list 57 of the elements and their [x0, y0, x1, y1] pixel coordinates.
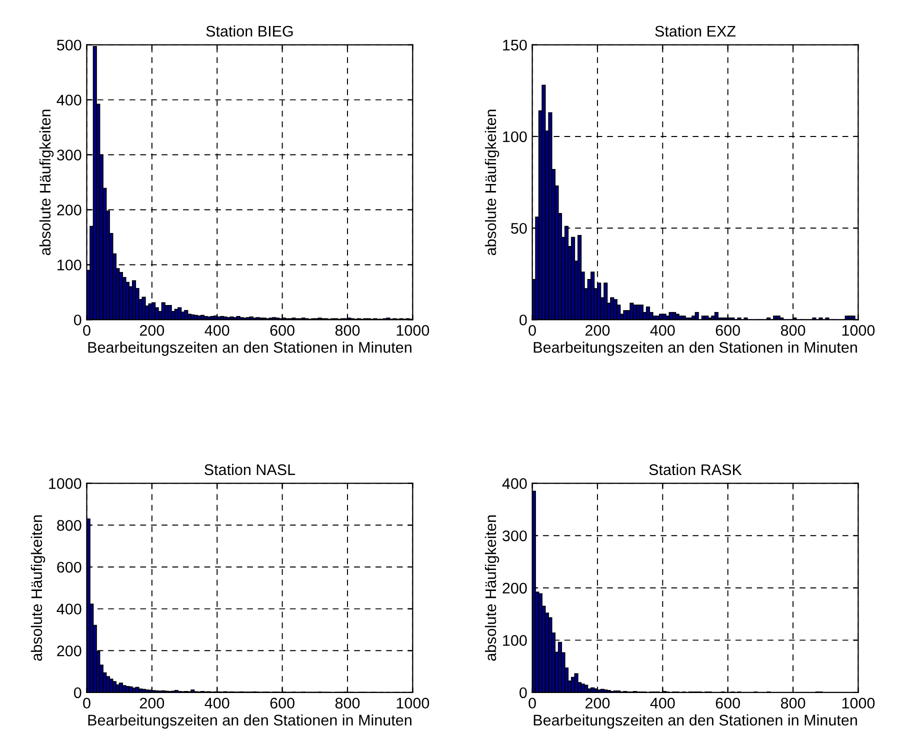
x-tick-label: 200 — [585, 324, 610, 336]
y-tick-label: 800 — [57, 520, 82, 531]
x-axis-title: Bearbeitungszeiten an den Stationen in Minuten — [88, 342, 412, 356]
y-axis-title: absolute Häufigkeiten — [484, 110, 500, 256]
y-tick-label: 0 — [520, 687, 527, 698]
x-tick-label: 600 — [270, 698, 294, 709]
y-tick-label: 500 — [56, 40, 82, 51]
x-tick-label: 200 — [140, 324, 164, 336]
y-tick-label: 200 — [57, 204, 82, 216]
y-tick-label: 100 — [58, 260, 82, 270]
y-tick-label: 400 — [502, 478, 527, 489]
x-tick-label: 600 — [270, 324, 294, 336]
x-tick-label: 1000 — [842, 698, 875, 709]
x-tick-label: 400 — [204, 324, 230, 336]
x-tick-label: 800 — [780, 698, 806, 709]
y-tick-label: 0 — [520, 314, 527, 326]
x-tick-label: 600 — [716, 698, 740, 709]
y-tick-label: 600 — [57, 562, 82, 573]
x-tick-label: 0 — [83, 324, 90, 336]
x-tick-label: 800 — [335, 324, 360, 336]
chart-title: Station RASK — [649, 464, 742, 476]
x-tick-label: 400 — [650, 324, 675, 336]
y-tick-label: 400 — [56, 94, 82, 106]
x-tick-label: 400 — [204, 698, 230, 709]
x-axis-title: Bearbeitungszeiten an den Stationen in Minuten — [88, 714, 412, 729]
y-axis-title: absolute Häufigkeiten — [39, 110, 54, 256]
y-tick-label: 150 — [503, 40, 527, 51]
x-tick-label: 400 — [650, 698, 675, 709]
y-tick-label: 200 — [57, 646, 82, 656]
y-tick-label: 400 — [56, 604, 82, 614]
chart-title: Station BIEG — [206, 25, 293, 37]
y-tick-label: 50 — [511, 222, 527, 234]
x-tick-label: 0 — [83, 698, 90, 709]
x-tick-label: 1000 — [396, 324, 430, 336]
chart-title: Station NASL — [204, 464, 296, 476]
x-tick-label: 800 — [335, 698, 360, 709]
x-tick-label: 200 — [585, 698, 610, 709]
y-tick-label: 0 — [74, 314, 82, 326]
x-tick-label: 800 — [780, 324, 806, 336]
y-tick-label: 0 — [74, 687, 82, 698]
y-tick-label: 300 — [502, 530, 527, 542]
y-tick-label: 200 — [502, 582, 527, 594]
x-tick-label: 200 — [140, 698, 164, 709]
x-axis-title: Bearbeitungszeiten an den Stationen in Minuten — [534, 714, 857, 729]
y-tick-label: 100 — [503, 131, 527, 142]
y-tick-label: 1000 — [49, 478, 82, 489]
x-tick-label: 0 — [528, 698, 536, 709]
y-tick-label: 300 — [56, 150, 82, 160]
y-axis-title: absolute Häufigkeiten — [30, 515, 46, 661]
y-tick-label: 100 — [503, 635, 527, 646]
y-axis-title: absolute Häufigkeiten — [484, 515, 500, 661]
x-tick-label: 1000 — [842, 324, 875, 336]
x-tick-label: 1000 — [396, 698, 430, 709]
x-tick-label: 600 — [716, 324, 740, 336]
x-tick-label: 0 — [528, 324, 536, 336]
chart-title: Station EXZ — [655, 25, 736, 37]
x-axis-title: Bearbeitungszeiten an den Stationen in Minuten — [534, 342, 857, 356]
